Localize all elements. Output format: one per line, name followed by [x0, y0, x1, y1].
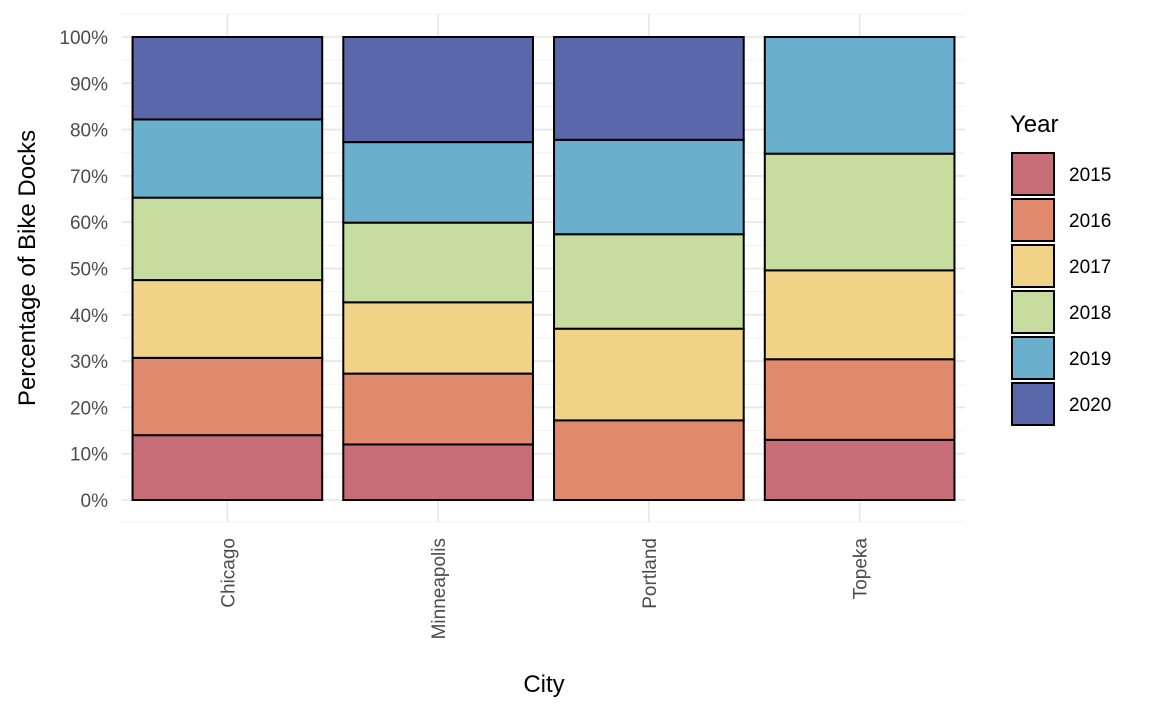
legend-key-2016 [1011, 198, 1055, 242]
x-tick-label-topeka: Topeka [851, 538, 872, 600]
bar-segment-minneapolis-2020 [342, 36, 534, 144]
x-tick-label-chicago: Chicago [218, 538, 239, 608]
y-tick-label: 100% [59, 28, 108, 49]
legend-key-2017 [1011, 244, 1055, 288]
y-tick-label: 30% [70, 352, 108, 373]
legend-key-2015 [1011, 152, 1055, 196]
bar-segment-topeka-2018 [763, 152, 956, 272]
x-axis-title: City [523, 671, 564, 698]
x-axis-tick-labels: Chicago Minneapolis Portland Topeka [218, 538, 871, 640]
y-tick-label: 20% [70, 398, 108, 419]
legend-label-2018: 2018 [1069, 303, 1111, 324]
bar-segment-topeka-2017 [763, 269, 956, 361]
y-tick-label: 50% [70, 260, 108, 281]
legend: Year 2015 2016 2017 2018 2019 2020 [1010, 111, 1111, 426]
bar-segment-portland-2016 [553, 419, 745, 502]
legend-label-2017: 2017 [1069, 257, 1111, 278]
bar-segment-topeka-2019 [763, 36, 956, 155]
legend-key-2018 [1011, 290, 1055, 334]
x-tick-label-minneapolis: Minneapolis [429, 538, 450, 639]
legend-label-2019: 2019 [1069, 349, 1111, 370]
y-tick-label: 70% [70, 167, 108, 188]
bar-segment-portland-2019 [553, 138, 745, 236]
bar-segment-chicago-2018 [131, 196, 324, 282]
bar-segment-minneapolis-2019 [342, 141, 534, 224]
y-tick-label: 40% [70, 306, 108, 327]
bar-segment-chicago-2015 [131, 434, 324, 501]
x-tick-label-portland: Portland [640, 538, 661, 609]
y-tick-label: 90% [70, 74, 108, 95]
y-tick-label: 60% [70, 213, 108, 234]
bar-segment-chicago-2017 [131, 279, 324, 359]
bar-segment-portland-2020 [553, 36, 745, 141]
bar-segment-portland-2017 [553, 327, 745, 422]
bar-segment-topeka-2015 [763, 438, 956, 501]
bar-segment-minneapolis-2017 [342, 301, 534, 375]
bar-segment-portland-2018 [553, 233, 745, 330]
legend-title: Year [1010, 111, 1059, 138]
legend-label-2015: 2015 [1069, 165, 1111, 186]
bar-segment-minneapolis-2016 [342, 372, 534, 446]
legend-label-2016: 2016 [1069, 211, 1111, 232]
legend-key-2019 [1011, 336, 1055, 380]
legend-key-2020 [1011, 382, 1055, 426]
bar-segment-chicago-2019 [131, 118, 324, 199]
bars [131, 36, 956, 502]
y-tick-label: 80% [70, 121, 108, 142]
y-axis-tick-labels: 0% 10% 20% 30% 40% 50% 60% 70% 80% 90% 100% [59, 28, 108, 512]
bar-segment-chicago-2020 [131, 36, 324, 121]
legend-label-2020: 2020 [1069, 395, 1111, 416]
bar-segment-topeka-2016 [763, 358, 956, 441]
bar-segment-chicago-2016 [131, 356, 324, 437]
bar-segment-minneapolis-2015 [342, 443, 534, 502]
y-tick-label: 10% [70, 445, 108, 466]
bar-segment-minneapolis-2018 [342, 221, 534, 304]
y-axis-title: Percentage of Bike Docks [14, 130, 41, 406]
y-tick-label: 0% [81, 491, 109, 512]
